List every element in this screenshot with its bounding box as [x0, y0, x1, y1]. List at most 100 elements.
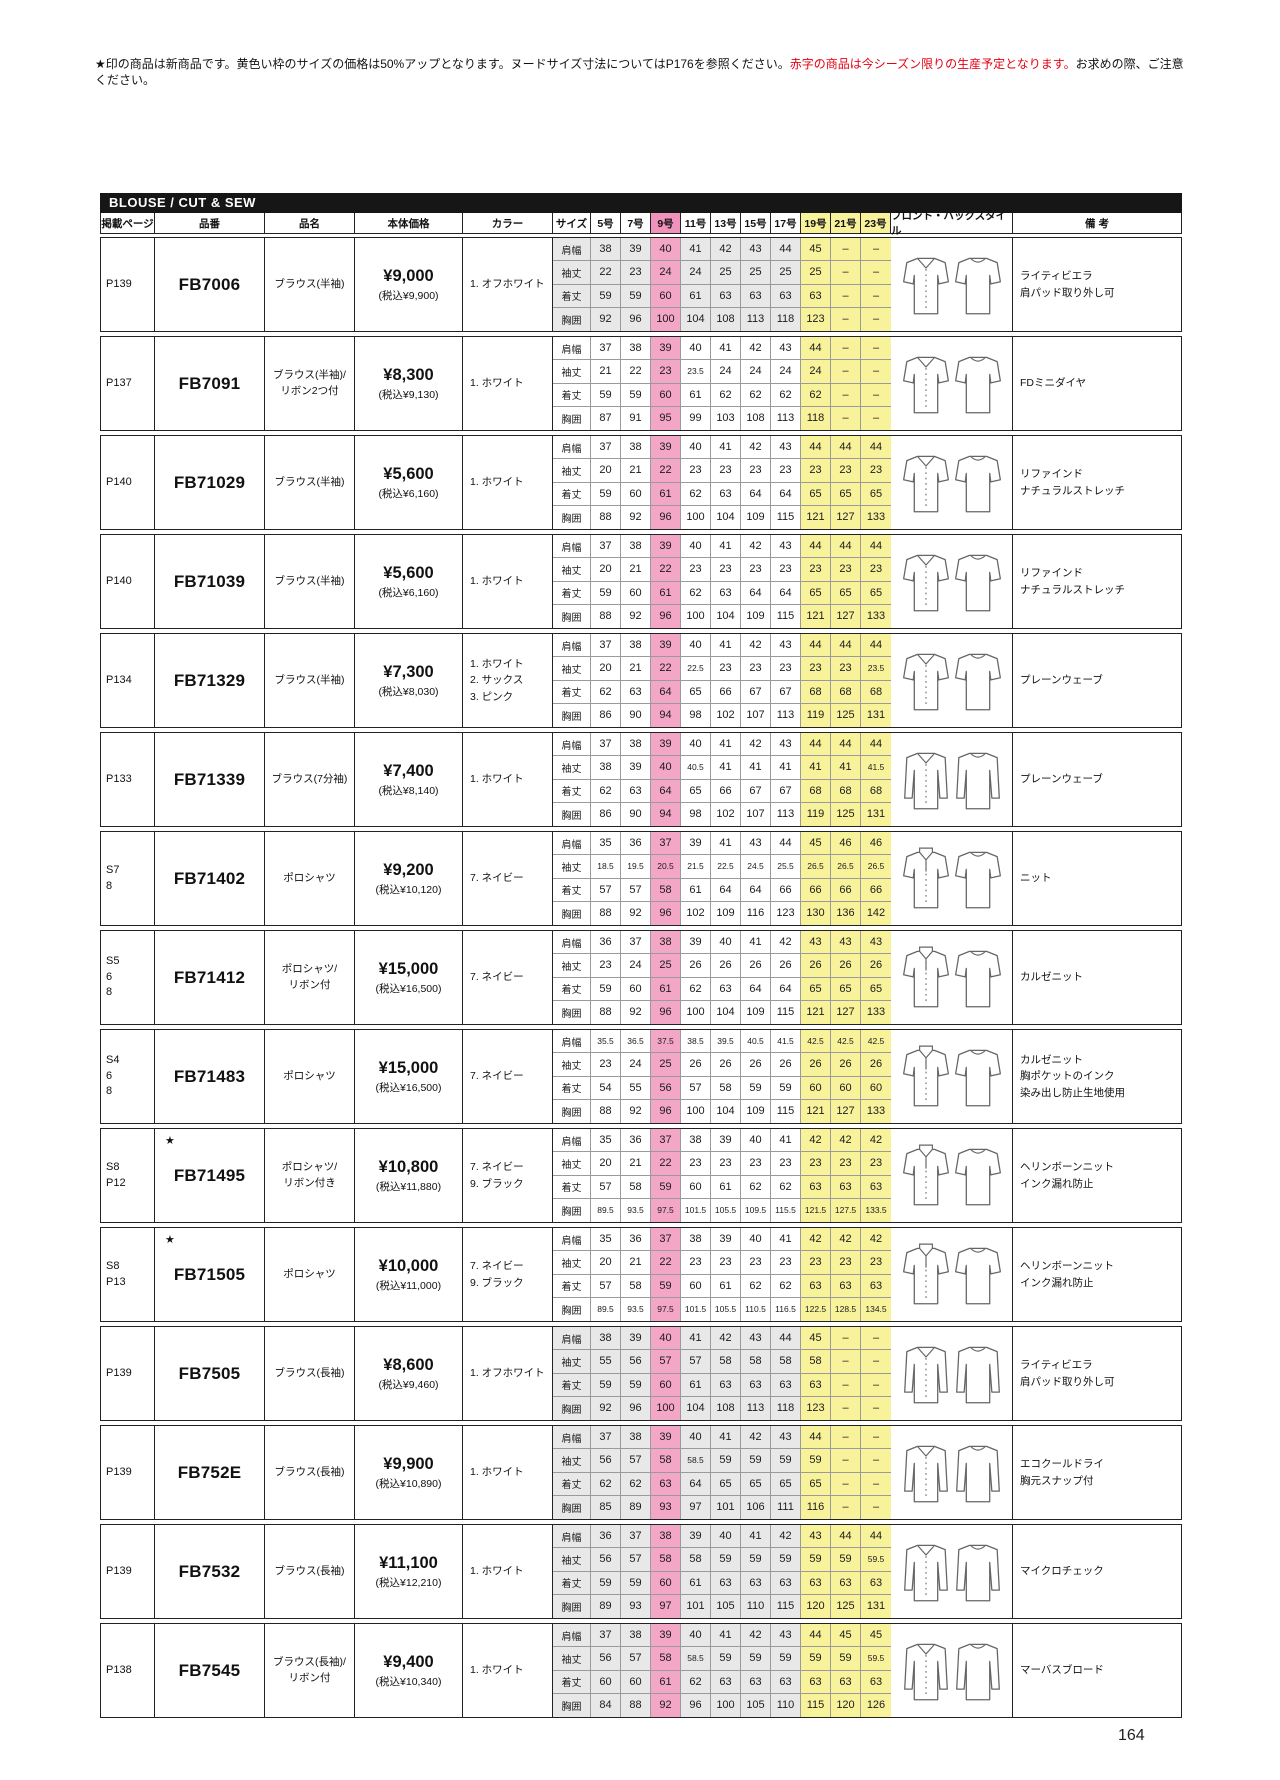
product-rows: P139 FB7006 ブラウス(半袖) ¥9,000 (税込¥9,900) 1… [100, 237, 1182, 1718]
base-price: ¥9,200 [383, 860, 434, 879]
product-name-cell: ポロシャツ/ リボン付き [265, 1129, 355, 1222]
size-value: 24 [711, 360, 741, 384]
size-grid: 肩幅 37 38 39 40 41 42 43 44 44 44 袖丈 20 21 22 22.5 23 23 23… [553, 634, 891, 727]
size-value: 38 [621, 535, 651, 559]
garment-back-icon [955, 1643, 1000, 1700]
size-value: 105.5 [711, 1297, 741, 1321]
size-value: 58 [651, 1548, 681, 1572]
size-value: 25 [651, 954, 681, 978]
size-value: 23 [591, 954, 621, 978]
product-row: S8 P13 ★ FB71505 ポロシャツ ¥10,000 (税込¥11,00… [100, 1227, 1182, 1322]
size-value: 63 [741, 1571, 771, 1595]
size-value: 39 [651, 634, 681, 658]
size-value: 131 [861, 1594, 891, 1618]
size-value: 93.5 [621, 1198, 651, 1222]
column-header: 7号 [621, 213, 651, 233]
product-code: FB7006 [178, 274, 241, 294]
size-value: 41 [801, 756, 831, 780]
notice-black-prefix: ★印の商品は新商品です。黄色い枠のサイズの価格は50%アップとなります。ヌードサ… [95, 57, 790, 71]
size-value: 59 [741, 1647, 771, 1671]
size-value: 23 [831, 459, 861, 483]
size-value: 123 [801, 1396, 831, 1420]
size-value: 40 [681, 535, 711, 559]
size-value: 122.5 [801, 1297, 831, 1321]
size-value: 59 [591, 482, 621, 506]
base-price: ¥9,900 [383, 1454, 434, 1473]
size-value: 40 [741, 1228, 771, 1252]
size-value: 46 [861, 832, 891, 856]
size-value: 133 [861, 604, 891, 628]
size-value: 88 [591, 901, 621, 925]
size-value: 127.5 [831, 1198, 861, 1222]
size-value: 108 [711, 1396, 741, 1420]
size-value: 65 [861, 581, 891, 605]
size-value: 25.5 [771, 855, 801, 879]
product-code-cell: ★ FB71505 [155, 1228, 265, 1321]
size-value: 89.5 [591, 1198, 621, 1222]
size-value: 60 [621, 581, 651, 605]
size-value: 42 [861, 1129, 891, 1153]
product-code-cell: FB752E [155, 1426, 265, 1519]
product-name-cell: ブラウス(長袖) [265, 1327, 355, 1420]
garment-front-icon [902, 1144, 949, 1205]
size-value: – [861, 337, 891, 361]
size-value: 116 [801, 1495, 831, 1519]
size-value: 22 [621, 360, 651, 384]
size-value: 38 [681, 1228, 711, 1252]
size-value: 60 [801, 1076, 831, 1100]
size-value: 115 [771, 604, 801, 628]
size-value: 39 [711, 1228, 741, 1252]
size-value: 38 [621, 337, 651, 361]
size-value: 116 [741, 901, 771, 925]
column-header: 品番 [155, 213, 265, 233]
catalog-page-cell: S5 6 8 [101, 931, 155, 1024]
remarks-cell: ライティビエラ 肩パッド取り外し可 [1020, 270, 1115, 299]
product-code-cell: FB71483 [155, 1030, 265, 1123]
size-value: 38 [591, 756, 621, 780]
size-value: 41.5 [861, 756, 891, 780]
size-value: – [831, 1350, 861, 1374]
size-value: 26 [771, 954, 801, 978]
size-value: 40 [681, 733, 711, 757]
size-value: 24 [741, 360, 771, 384]
size-value: 121 [801, 1000, 831, 1024]
size-value: 86 [591, 703, 621, 727]
size-value: 109 [741, 1099, 771, 1123]
catalog-page-cell: P140 [101, 436, 155, 529]
base-price: ¥9,400 [383, 1652, 434, 1671]
size-grid: 肩幅 37 38 39 40 41 42 43 44 44 44 袖丈 38 39 40 40.5 41 41 41… [553, 733, 891, 826]
product-name-cell: ブラウス(長袖) [265, 1525, 355, 1618]
size-value: 25 [711, 261, 741, 285]
color-cell: 1. ホワイト [463, 1426, 553, 1519]
price-cell: ¥10,800 (税込¥11,880) [355, 1129, 463, 1222]
measure-label: 肩幅 [553, 1129, 591, 1153]
measure-label: 肩幅 [553, 1426, 591, 1450]
size-value: – [831, 1396, 861, 1420]
size-value: 19.5 [621, 855, 651, 879]
size-value: 39 [621, 1327, 651, 1351]
product-code: FB71412 [173, 967, 246, 987]
color-cell: 7. ネイビー [463, 931, 553, 1024]
product-name-cell: ブラウス(長袖)/ リボン付 [265, 1624, 355, 1717]
product-code-cell: FB7091 [155, 337, 265, 430]
size-value: 120 [831, 1693, 861, 1717]
column-header: カラー [463, 213, 553, 233]
size-value: 23 [771, 1251, 801, 1275]
product-code-cell: FB7505 [155, 1327, 265, 1420]
size-value: 61 [651, 977, 681, 1001]
size-value: 65 [801, 1472, 831, 1496]
size-value: 63 [831, 1670, 861, 1694]
size-value: 41 [711, 634, 741, 658]
size-value: 43 [771, 634, 801, 658]
size-value: 23.5 [681, 360, 711, 384]
size-value: 63 [801, 284, 831, 308]
size-value: 65 [681, 779, 711, 803]
size-value: 60 [651, 284, 681, 308]
size-value: 103 [711, 406, 741, 430]
size-value: 42 [741, 733, 771, 757]
size-value: 102 [681, 901, 711, 925]
size-value: 59 [741, 1076, 771, 1100]
size-value: 23 [771, 459, 801, 483]
measure-label: 着丈 [553, 1571, 591, 1595]
price-cell: ¥9,200 (税込¥10,120) [355, 832, 463, 925]
